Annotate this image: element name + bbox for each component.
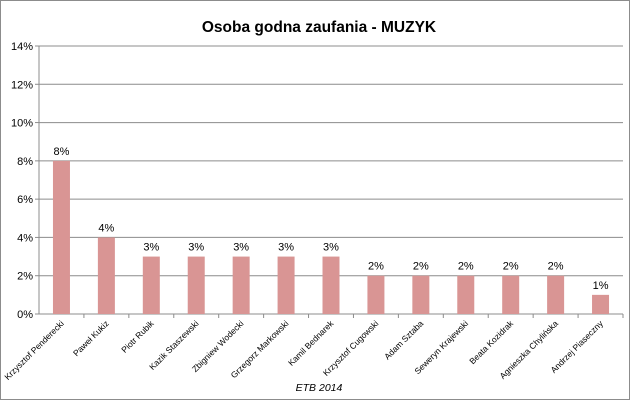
- bar: [367, 275, 385, 314]
- bar: [142, 256, 160, 314]
- y-tick-label: 12%: [11, 79, 33, 91]
- data-label: 2%: [503, 261, 519, 273]
- gridlines: [35, 45, 624, 318]
- bar: [187, 256, 205, 314]
- category-label: Kamil Bednarek: [286, 318, 336, 368]
- bar: [322, 256, 340, 314]
- bar: [232, 256, 250, 314]
- data-label: 2%: [548, 261, 564, 273]
- y-tick-label: 2%: [17, 271, 33, 283]
- bar: [52, 160, 70, 314]
- y-tick-label: 8%: [17, 156, 33, 168]
- data-label: 2%: [413, 261, 429, 273]
- category-label: Paweł Kukiz: [71, 318, 111, 358]
- bar: [457, 275, 475, 314]
- data-label: 3%: [323, 242, 339, 254]
- bar: [412, 275, 430, 314]
- bar: [547, 275, 565, 314]
- data-labels: 8% 4% 3% 3% 3% 3% 3% 2% 2% 2% 2% 2% 1%: [54, 146, 609, 292]
- category-label: Adam Sztaba: [382, 318, 425, 361]
- y-tick-label: 4%: [17, 232, 33, 244]
- category-label: Piotr Rubik: [119, 318, 156, 355]
- bar: [277, 256, 295, 314]
- source-note: ETB 2014: [296, 382, 343, 394]
- data-label: 2%: [368, 261, 384, 273]
- data-label: 2%: [458, 261, 474, 273]
- y-tick-label: 14%: [11, 41, 33, 53]
- y-axis-ticks: 0% 2% 4% 6% 8% 10% 12% 14%: [11, 41, 33, 321]
- bar: [97, 237, 115, 314]
- y-tick-label: 10%: [11, 118, 33, 130]
- data-label: 3%: [233, 242, 249, 254]
- bar: [592, 294, 610, 314]
- y-tick-label: 6%: [17, 194, 33, 206]
- data-label: 3%: [278, 242, 294, 254]
- category-labels: Krzysztof Penderecki Paweł Kukiz Piotr Rub…: [2, 318, 605, 382]
- data-label: 1%: [593, 280, 609, 292]
- y-tick-label: 0%: [17, 309, 33, 321]
- data-label: 8%: [54, 146, 70, 158]
- category-label: Beata Kozidrak: [467, 318, 515, 366]
- data-label: 4%: [98, 222, 114, 234]
- data-label: 3%: [143, 242, 159, 254]
- data-label: 3%: [188, 242, 204, 254]
- bar: [502, 275, 520, 314]
- category-label: Krzysztof Penderecki: [2, 318, 66, 382]
- chart-title: Osoba godna zaufania - MUZYK: [202, 19, 437, 36]
- bars: [52, 160, 610, 314]
